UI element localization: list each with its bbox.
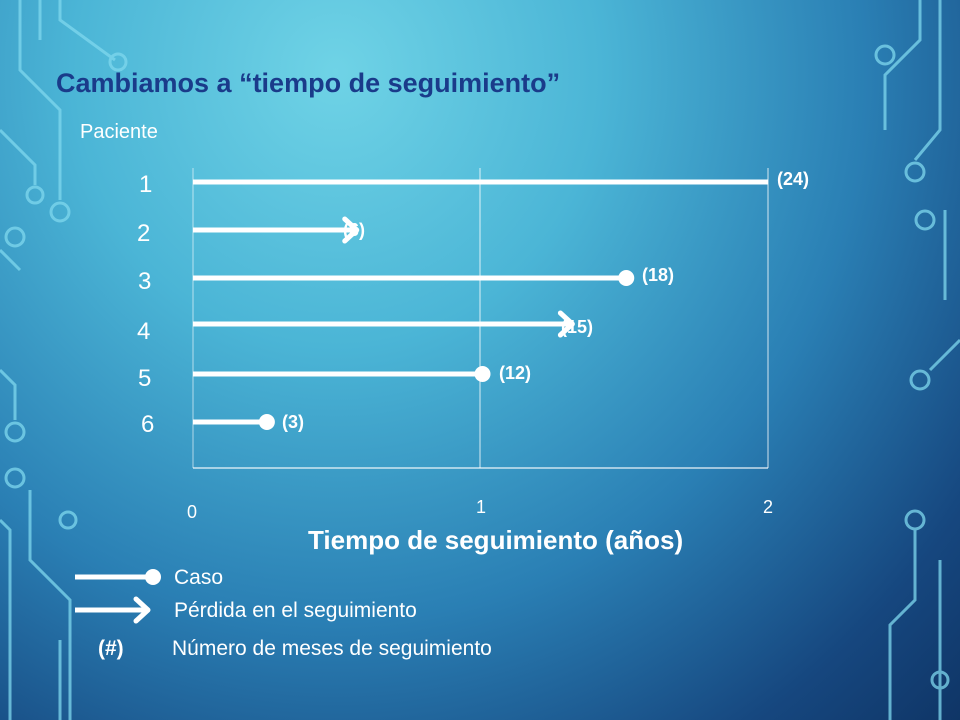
case-dot-patient-3: [618, 270, 635, 286]
legend-months-symbol: (#): [98, 637, 124, 660]
months-label: (24): [777, 169, 810, 189]
x-tick-label: 2: [763, 497, 774, 517]
months-label: (18): [642, 265, 675, 285]
patient-number: 4: [137, 318, 151, 345]
patient-number: 2: [137, 220, 151, 247]
lost-arrow-patient-2: [342, 216, 360, 244]
lost-arrow-patient-4: [557, 310, 575, 338]
months-label: (15): [561, 317, 594, 337]
y-axis-label: Paciente: [80, 121, 158, 143]
patient-number: 5: [138, 365, 152, 392]
slide-title: Cambiamos a “tiempo de seguimiento”: [56, 68, 561, 98]
x-tick-label: 0: [187, 502, 198, 522]
legend-case-text: Caso: [174, 566, 224, 589]
months-label: (6): [343, 220, 365, 240]
case-dot-patient-5: [474, 366, 491, 382]
patient-number: 6: [141, 411, 155, 438]
legend-case-dot: [145, 569, 161, 585]
months-label: (3): [282, 412, 304, 432]
legend-months-text: Número de meses de seguimiento: [172, 637, 492, 660]
legend-lost-text: Pérdida en el seguimiento: [174, 599, 417, 622]
x-tick-label: 1: [476, 497, 487, 517]
case-dot-patient-6: [258, 414, 275, 430]
months-label: (12): [499, 363, 532, 383]
patient-number: 3: [138, 268, 152, 295]
patient-number: 1: [139, 171, 153, 198]
legend-lost-arrow: [133, 596, 151, 624]
x-axis-label: Tiempo de seguimiento (años): [308, 525, 684, 555]
